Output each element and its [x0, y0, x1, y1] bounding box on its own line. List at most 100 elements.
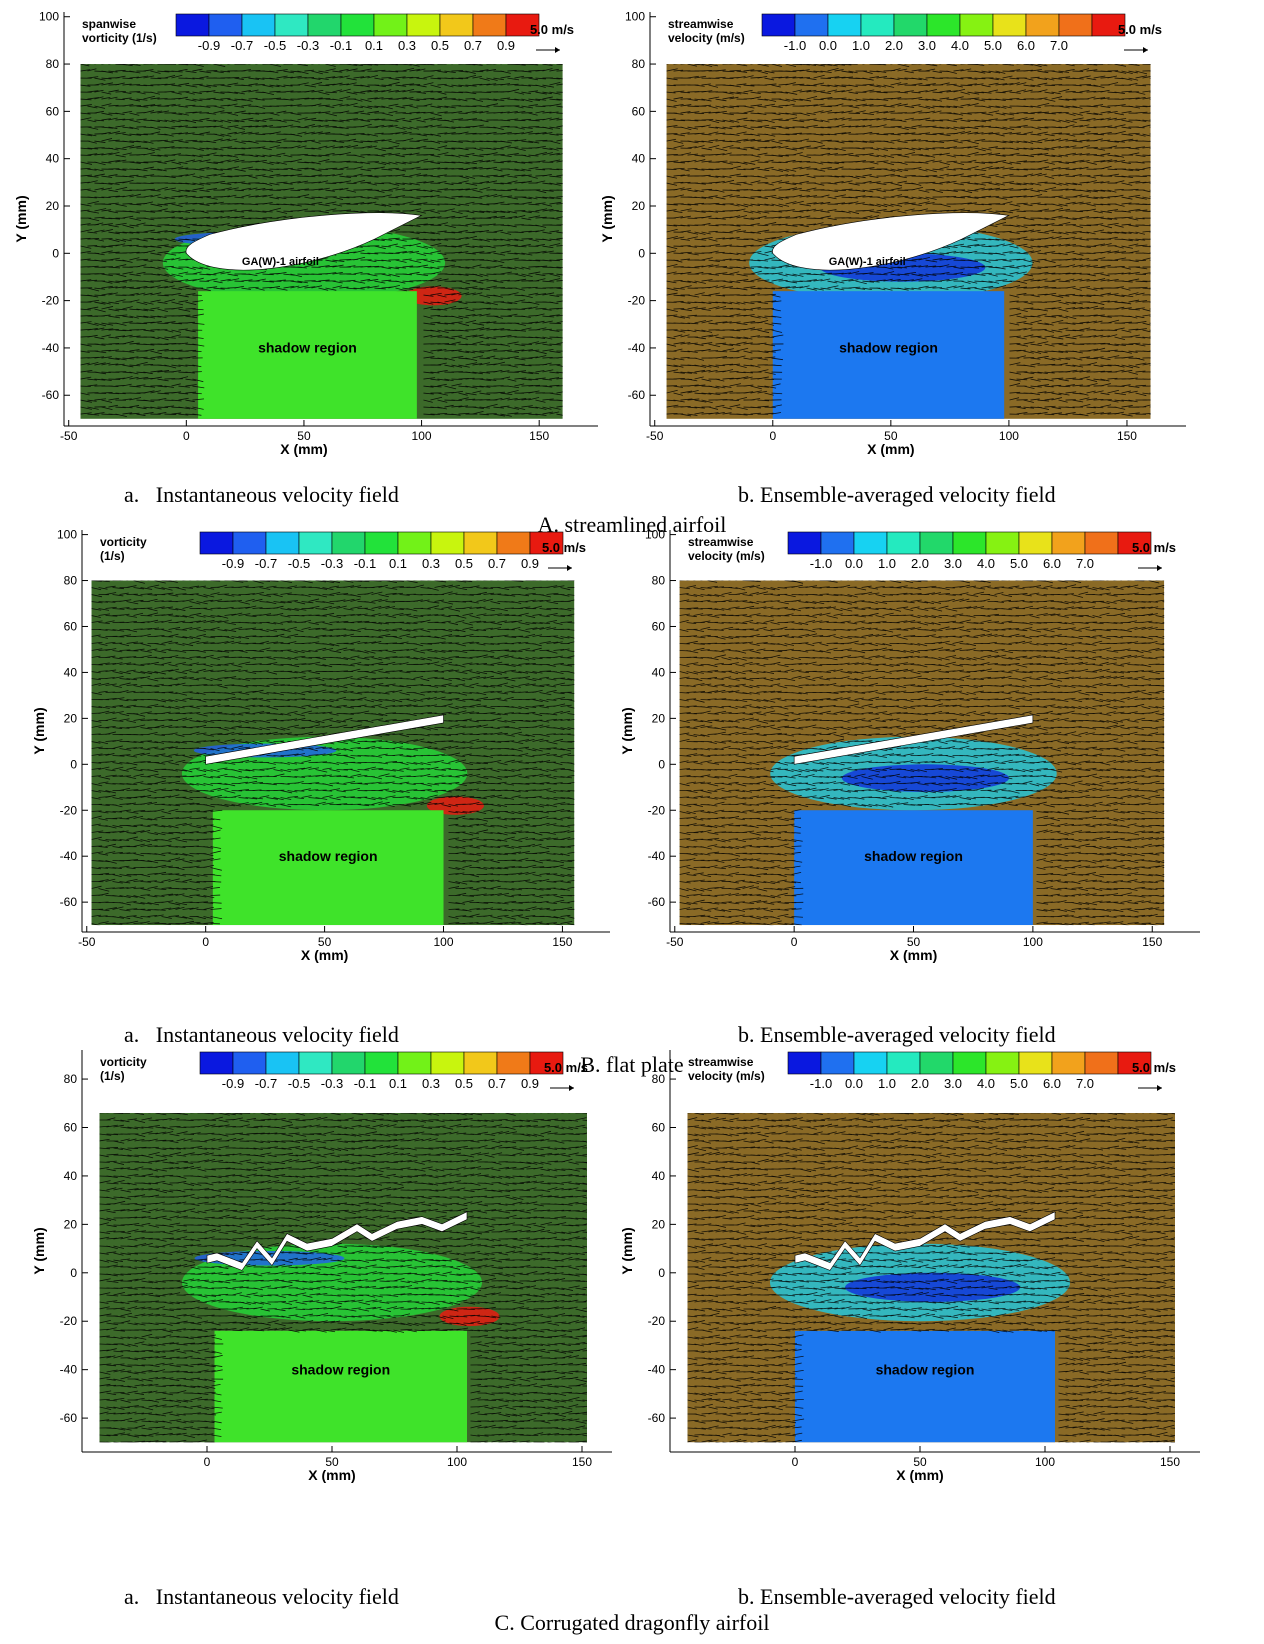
- reference-vector-label: 5.0 m/s: [1132, 540, 1176, 555]
- y-tick-label: 100: [39, 10, 59, 24]
- y-tick-label: 60: [652, 1120, 666, 1134]
- colorbar-tick-label: 7.0: [1076, 1076, 1094, 1091]
- x-tick-label: 150: [1142, 935, 1162, 949]
- colorbar-tick-label: 1.0: [878, 556, 896, 571]
- x-tick-label: 100: [433, 935, 453, 949]
- shadow-region-fill: [198, 291, 417, 419]
- colorbar-tick-label: -0.5: [288, 1076, 310, 1091]
- y-axis-label: Y (mm): [31, 1227, 47, 1274]
- y-tick-label: 60: [64, 1120, 78, 1134]
- contour-field: [679, 580, 1165, 926]
- colorbar-tick-label: -0.9: [198, 38, 220, 53]
- colorbar-tick-label: 4.0: [951, 38, 969, 53]
- colorbar-legend: vorticity(1/s) -0.9 -0.7 -0.5 -0.3 -0.1 0.1 0.3…: [100, 531, 586, 571]
- y-tick-label: -20: [60, 1314, 78, 1328]
- x-tick-label: 100: [999, 429, 1019, 443]
- velocity-vectors: [99, 1112, 587, 1443]
- y-tick-label: 40: [64, 1169, 78, 1183]
- colorbar-tick-label: -0.9: [222, 1076, 244, 1091]
- x-tick-label: 50: [913, 1455, 927, 1469]
- colorbar-swatch: [1058, 13, 1093, 37]
- colorbar-swatch: [505, 13, 540, 37]
- colorbar-tick-label: 0.9: [521, 556, 539, 571]
- colorbar-swatch: [439, 13, 474, 37]
- y-tick-label: -40: [60, 1363, 78, 1377]
- colorbar-swatch: [340, 13, 375, 37]
- reference-vector-label: 5.0 m/s: [1118, 22, 1162, 37]
- reference-vector-label: 5.0 m/s: [530, 22, 574, 37]
- y-tick-label: -40: [648, 849, 666, 863]
- x-axis-label: X (mm): [896, 1467, 943, 1483]
- y-tick-label: 0: [658, 757, 665, 771]
- legend-title: streamwise: [688, 535, 754, 549]
- colorbar-tick-label: 6.0: [1043, 1076, 1061, 1091]
- y-tick-label: -40: [648, 1363, 666, 1377]
- colorbar-tick-label: -0.1: [330, 38, 352, 53]
- y-tick-label: -60: [42, 388, 60, 402]
- colorbar-tick-label: 0.0: [819, 38, 837, 53]
- y-tick-label: 100: [57, 528, 77, 542]
- y-tick-label: -60: [60, 1411, 78, 1425]
- colorbar-tick-label: -1.0: [810, 556, 832, 571]
- x-tick-label: 50: [297, 429, 311, 443]
- contour-field: [687, 1112, 1175, 1443]
- colorbar-swatch: [274, 13, 309, 37]
- colorbar-tick-label: 2.0: [911, 1076, 929, 1091]
- colorbar-swatch: [406, 13, 441, 37]
- colorbar-swatch: [959, 13, 994, 37]
- colorbar-tick-label: -0.5: [264, 38, 286, 53]
- airfoil-shape: [795, 1212, 1055, 1271]
- y-axis-label: Y (mm): [13, 195, 29, 242]
- x-tick-label: 100: [1035, 1455, 1055, 1469]
- reference-vector-head: [1143, 47, 1148, 53]
- y-tick-label: 0: [658, 1266, 665, 1280]
- y-tick-label: 20: [64, 1217, 78, 1231]
- reference-vector-head: [1157, 565, 1162, 571]
- legend-title: vorticity (1/s): [82, 31, 157, 45]
- x-tick-label: 50: [884, 429, 898, 443]
- colorbar-tick-label: 3.0: [944, 556, 962, 571]
- colorbar-tick-label: 2.0: [885, 38, 903, 53]
- shadow-region-label: shadow region: [839, 340, 938, 356]
- legend-title: vorticity: [100, 1055, 147, 1069]
- x-tick-label: 0: [792, 1455, 799, 1469]
- colorbar-tick-label: 1.0: [852, 38, 870, 53]
- colorbar-tick-label: 1.0: [878, 1076, 896, 1091]
- row-caption-c: C. Corrugated dragonfly airfoil: [494, 1610, 770, 1635]
- colorbar-tick-label: 0.7: [464, 38, 482, 53]
- caption-b-row-c: b. Ensemble-averaged velocity field: [738, 1584, 1056, 1609]
- y-tick-label: 0: [52, 246, 59, 260]
- colorbar-swatch: [827, 13, 862, 37]
- colorbar-tick-label: -0.1: [354, 556, 376, 571]
- chart-panel-a-b: GA(W)-1 airfoil shadow region -50 0 50 100 150…: [599, 10, 1186, 457]
- y-tick-label: 80: [46, 57, 60, 71]
- legend-title: spanwise: [82, 17, 136, 31]
- x-tick-label: 100: [412, 429, 432, 443]
- colorbar-tick-label: -0.3: [297, 38, 319, 53]
- colorbar-tick-label: 4.0: [977, 556, 995, 571]
- x-tick-label: 150: [1160, 1455, 1180, 1469]
- colorbar-tick-label: -0.3: [321, 1076, 343, 1091]
- colorbar-tick-label: 0.3: [398, 38, 416, 53]
- colorbar-tick-label: 0.5: [431, 38, 449, 53]
- colorbar-tick-label: 0.1: [389, 1076, 407, 1091]
- x-tick-label: 0: [204, 1455, 211, 1469]
- legend-title: (1/s): [100, 1069, 125, 1083]
- velocity-vectors: [666, 64, 1151, 417]
- reference-vector-head: [1157, 1085, 1162, 1091]
- y-tick-label: 60: [64, 619, 78, 633]
- colorbar-swatch: [992, 13, 1027, 37]
- colorbar-swatch: [860, 13, 895, 37]
- chart-panel-b-b: shadow region -50 0 50 100 150 -60 -40 -20 0 20 40 6…: [619, 528, 1200, 963]
- colorbar-tick-label: -0.7: [231, 38, 253, 53]
- x-tick-label: 0: [202, 935, 209, 949]
- x-tick-label: -50: [666, 935, 684, 949]
- chart-panel-c-a: shadow region 0 50 100 150 -60 -40 -20 0 20 40 60 80…: [31, 1050, 612, 1483]
- colorbar-tick-label: 7.0: [1076, 556, 1094, 571]
- colorbar-tick-label: 0.3: [422, 556, 440, 571]
- airfoil-body: [795, 1212, 1055, 1271]
